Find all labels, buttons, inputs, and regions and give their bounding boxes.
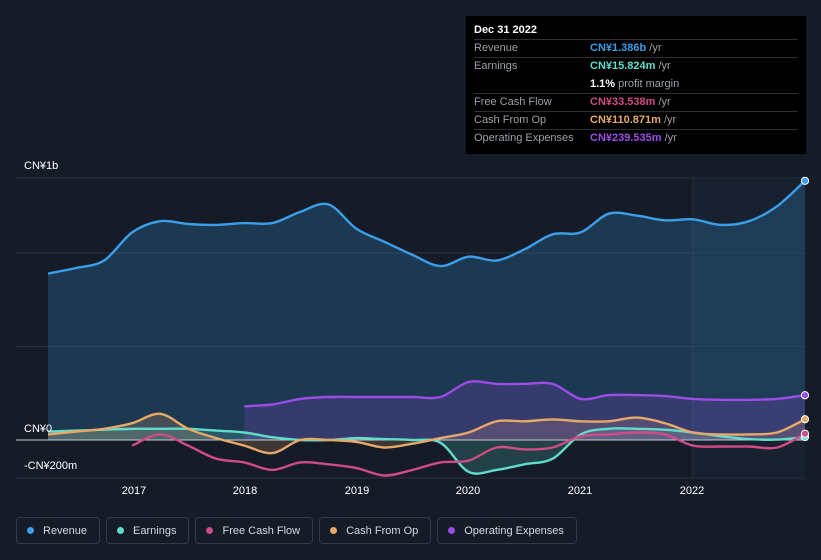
tooltip-unit: /yr	[663, 114, 677, 127]
x-tick-label-2019: 2019	[344, 485, 370, 497]
legend-dot-icon	[448, 527, 456, 534]
y-tick-label-bottom: -CN¥200m	[24, 460, 78, 472]
series-line-free-cash-flow	[131, 431, 806, 477]
y-tick-label-top: CN¥1b	[24, 160, 59, 172]
tooltip-row-revenue: Revenue CN¥1.386b /yr	[474, 39, 798, 57]
series-area-revenue	[48, 180, 805, 441]
series-area-operating-expenses	[244, 381, 806, 440]
legend-item-free-cash-flow[interactable]: Free Cash Flow	[195, 517, 314, 544]
series-line-revenue	[47, 179, 806, 275]
chart-legend: Revenue Earnings Free Cash Flow Cash Fro…	[16, 517, 577, 544]
x-tick-label-2018: 2018	[232, 485, 258, 497]
legend-item-cash-from-op[interactable]: Cash From Op	[319, 517, 432, 544]
legend-item-earnings[interactable]: Earnings	[106, 517, 190, 544]
legend-label: Free Cash Flow	[222, 524, 301, 537]
y-tick-label-zero: CN¥0	[24, 423, 53, 435]
tooltip-unit: profit margin	[618, 77, 680, 90]
tooltip-unit: /yr	[649, 42, 662, 54]
tooltip-row-operating-expenses: Operating Expenses CN¥239.535m /yr	[474, 129, 798, 147]
tooltip-label	[474, 76, 590, 93]
series-line-operating-expenses	[244, 380, 806, 408]
legend-label: Earnings	[133, 524, 177, 537]
tooltip-label: Earnings	[474, 60, 518, 73]
legend-dot-icon	[206, 527, 214, 534]
tooltip-row-earnings: Earnings CN¥15.824m /yr	[474, 57, 798, 75]
tooltip-value: CN¥15.824m	[590, 60, 656, 73]
tooltip-row-free-cash-flow: Free Cash Flow CN¥33.538m /yr	[474, 92, 798, 111]
tooltip-label: Operating Expenses	[474, 132, 574, 145]
end-markers	[800, 176, 810, 442]
x-tick-label-2017: 2017	[121, 485, 147, 497]
tooltip-value: CN¥110.871m	[590, 114, 661, 127]
tooltip-row-profit-margin: 1.1% profit margin	[474, 76, 798, 93]
tooltip-unit: /yr	[664, 132, 677, 145]
tooltip-label: Revenue	[474, 42, 519, 54]
end-marker-revenue	[800, 176, 810, 185]
series-lines	[47, 179, 806, 477]
x-tick-label-2021: 2021	[567, 485, 593, 497]
legend-label: Cash From Op	[346, 524, 419, 537]
end-marker-operating-expenses	[800, 391, 810, 400]
legend-label: Revenue	[43, 524, 88, 537]
gridlines	[16, 177, 805, 479]
end-marker-free-cash-flow	[800, 429, 810, 438]
tooltip-label: Free Cash Flow	[474, 95, 552, 108]
series-line-earnings	[47, 427, 806, 475]
legend-dot-icon	[330, 527, 338, 534]
tooltip-unit: /yr	[658, 95, 671, 108]
tooltip-date: Dec 31 2022	[474, 24, 537, 36]
tooltip-panel: Dec 31 2022 Revenue CN¥1.386b /yr Earnin…	[466, 16, 806, 154]
x-tick-label-2022: 2022	[679, 485, 705, 497]
tooltip-value: CN¥33.538m	[590, 95, 656, 108]
tooltip-unit: /yr	[658, 60, 671, 73]
legend-dot-icon	[27, 527, 34, 534]
legend-dot-icon	[117, 527, 125, 534]
x-tick-label-2020: 2020	[455, 485, 481, 497]
end-marker-cash-from-op	[800, 415, 810, 424]
tooltip-value: CN¥1.386b	[590, 42, 647, 54]
tooltip-value: CN¥239.535m	[590, 132, 662, 145]
tooltip-row-cash-from-op: Cash From Op CN¥110.871m /yr	[474, 111, 798, 129]
legend-item-operating-expenses[interactable]: Operating Expenses	[437, 517, 577, 544]
legend-item-revenue[interactable]: Revenue	[16, 517, 101, 544]
tooltip-label: Cash From Op	[474, 114, 547, 127]
legend-label: Operating Expenses	[464, 524, 564, 537]
tooltip-value: 1.1%	[590, 77, 616, 90]
series-line-cash-from-op	[47, 412, 806, 455]
